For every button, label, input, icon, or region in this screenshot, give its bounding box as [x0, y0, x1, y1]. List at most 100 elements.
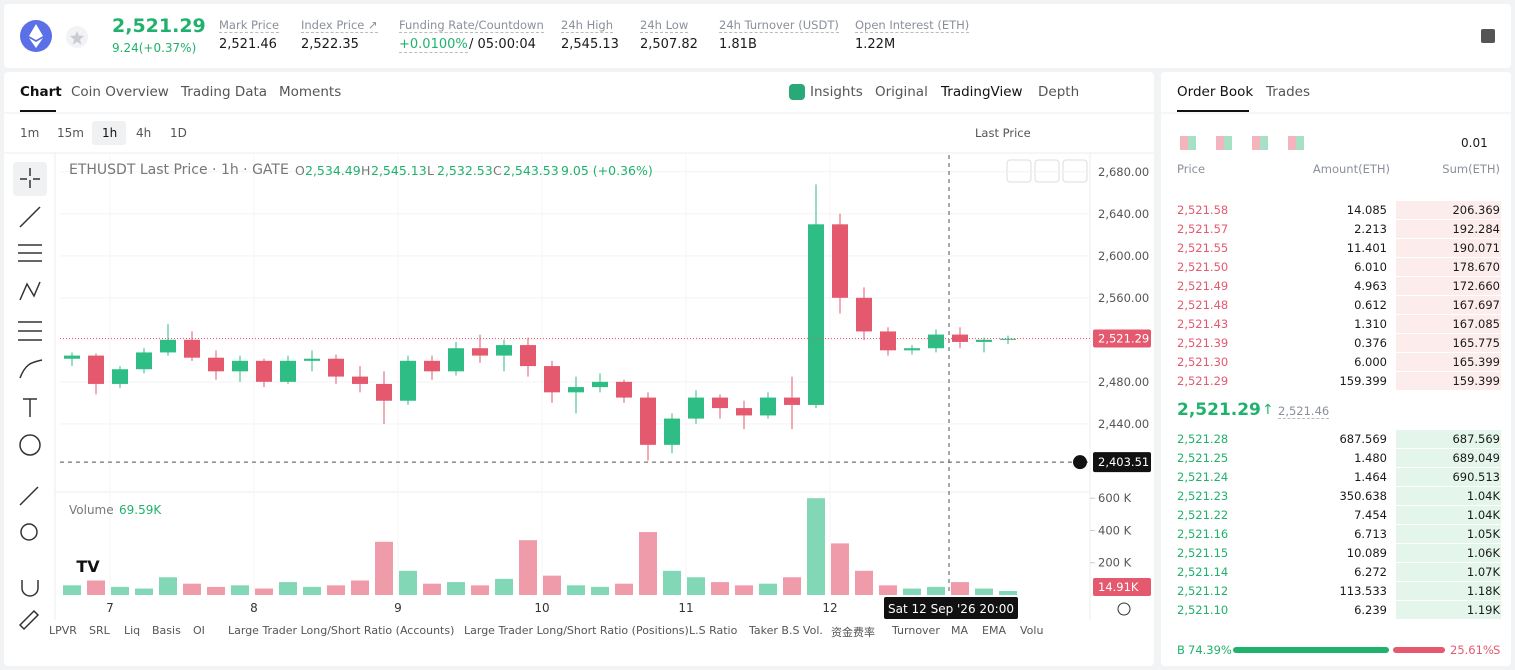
candle-body	[376, 383, 392, 401]
ob-price: 2,521.23	[1177, 489, 1229, 503]
stat-value: 2,507.82	[640, 37, 698, 52]
chart-button[interactable]	[1062, 159, 1088, 183]
ob-sum: 190.071	[1452, 241, 1500, 255]
legend-value: 2,545.13	[371, 163, 427, 178]
indicator[interactable]: MA	[951, 624, 969, 637]
candle-body	[496, 345, 512, 356]
chart-tab[interactable]: Chart	[20, 84, 62, 100]
indicator[interactable]: OI	[193, 624, 205, 637]
stat-label: 24h Low	[640, 18, 689, 33]
indicator[interactable]: Taker B.S Vol.	[749, 624, 823, 637]
depth-bar	[1396, 468, 1501, 486]
indicator[interactable]: LPVR	[49, 624, 77, 637]
stat-extra: / 05:00:04	[469, 37, 536, 52]
y-tick-label: 2,600.00	[1098, 249, 1149, 263]
ob-amount: 4.963	[1354, 279, 1387, 293]
interval[interactable]: 1D	[170, 126, 187, 140]
stat-label: Index Price ↗	[301, 18, 378, 33]
volume-bar	[111, 586, 129, 595]
crosshair-label: 2,403.51	[1098, 455, 1149, 469]
ob-price: 2,521.49	[1177, 279, 1229, 293]
drawing-tools	[18, 168, 43, 631]
ob-amount: 350.638	[1339, 489, 1387, 503]
volume-bar	[807, 498, 825, 595]
view-tab[interactable]: Original	[875, 84, 928, 100]
volume-bar	[639, 532, 657, 595]
ob-sum: 192.284	[1452, 222, 1500, 236]
ob-sum: 165.775	[1452, 336, 1500, 350]
interval[interactable]: 4h	[136, 126, 152, 140]
indicator[interactable]: EMA	[982, 624, 1006, 637]
ob-sum: 178.670	[1452, 260, 1500, 274]
view-tab[interactable]: Insights	[810, 84, 863, 100]
indicator[interactable]: 资金费率	[831, 626, 875, 639]
candle-body	[664, 418, 680, 445]
candle-body	[352, 376, 368, 384]
indicator[interactable]: L.S Ratio	[689, 624, 738, 637]
indicator[interactable]: Liq	[124, 624, 141, 637]
ob-tab[interactable]: Order Book	[1177, 84, 1254, 100]
legend-key: L	[427, 163, 434, 178]
depth-bar	[1396, 277, 1501, 295]
candle-body	[880, 331, 896, 351]
volume-bar	[375, 541, 393, 595]
note-icon[interactable]	[1481, 29, 1495, 43]
ob-price: 2,521.22	[1177, 508, 1229, 522]
stat-value: 2,545.13	[561, 37, 619, 52]
last-price-tag	[1093, 329, 1151, 348]
interval[interactable]: 1h	[102, 126, 118, 140]
view-tab[interactable]: TradingView	[941, 84, 1023, 100]
price-type[interactable]: Last Price	[975, 126, 1031, 140]
chart-button[interactable]	[1006, 159, 1032, 183]
stat-value: 2,522.35	[301, 37, 359, 52]
ob-price: 2,521.16	[1177, 527, 1229, 541]
candle-body	[400, 360, 416, 401]
indicator[interactable]: Large Trader Long/Short Ratio (Accounts)	[228, 624, 455, 637]
indicator[interactable]: SRL	[89, 624, 110, 637]
depth-bar	[1396, 449, 1501, 467]
candle-body	[856, 297, 872, 332]
chart-button[interactable]	[1034, 159, 1060, 183]
price-change: 9.24(+0.37%)	[112, 41, 197, 55]
candle-body	[568, 387, 584, 393]
indicator[interactable]: Volu	[1020, 624, 1044, 637]
depth-bar	[1396, 201, 1501, 219]
ob-amount: 1.310	[1354, 317, 1387, 331]
volume-bar	[999, 590, 1017, 595]
volume-bar	[975, 588, 993, 595]
tab-underline	[20, 110, 56, 112]
indicator[interactable]: Basis	[152, 624, 181, 637]
view-tab[interactable]: Depth	[1038, 84, 1080, 100]
ob-price: 2,521.25	[1177, 451, 1229, 465]
stat-value: +0.0100%	[399, 37, 468, 53]
tv-logo-text: TV	[76, 557, 100, 576]
volume-bar	[183, 583, 201, 595]
crosshair-tag	[1093, 452, 1151, 473]
chart-tab[interactable]: Coin Overview	[71, 84, 169, 100]
ob-sum: 1.04K	[1466, 489, 1500, 503]
candle-body	[208, 357, 224, 372]
chart-tab[interactable]: Trading Data	[181, 84, 268, 100]
volume-bar	[591, 586, 609, 595]
candle-body	[928, 334, 944, 349]
ob-amount: 687.569	[1339, 432, 1387, 446]
interval[interactable]: 1m	[20, 126, 40, 140]
indicator[interactable]: Large Trader Long/Short Ratio (Positions…	[464, 624, 689, 637]
chart-tab[interactable]: Moments	[279, 84, 342, 100]
ob-sum: 1.05K	[1466, 527, 1500, 541]
layout-icon	[1180, 136, 1196, 150]
x-tick-label: 9	[394, 601, 402, 615]
depth-bar	[1396, 430, 1501, 448]
ob-tab[interactable]: Trades	[1266, 84, 1310, 100]
volume-bar	[783, 577, 801, 595]
legend-key: O	[295, 163, 305, 178]
legend-value: 2,532.53	[437, 163, 493, 178]
settings-icon[interactable]	[1117, 602, 1131, 616]
depth-bar	[1396, 601, 1501, 619]
candle-body	[448, 348, 464, 372]
ob-sum: 165.399	[1452, 355, 1500, 369]
interval[interactable]: 15m	[57, 126, 84, 140]
indicator[interactable]: Turnover	[892, 624, 940, 637]
depth-bar	[1396, 544, 1501, 562]
header	[4, 4, 1511, 68]
